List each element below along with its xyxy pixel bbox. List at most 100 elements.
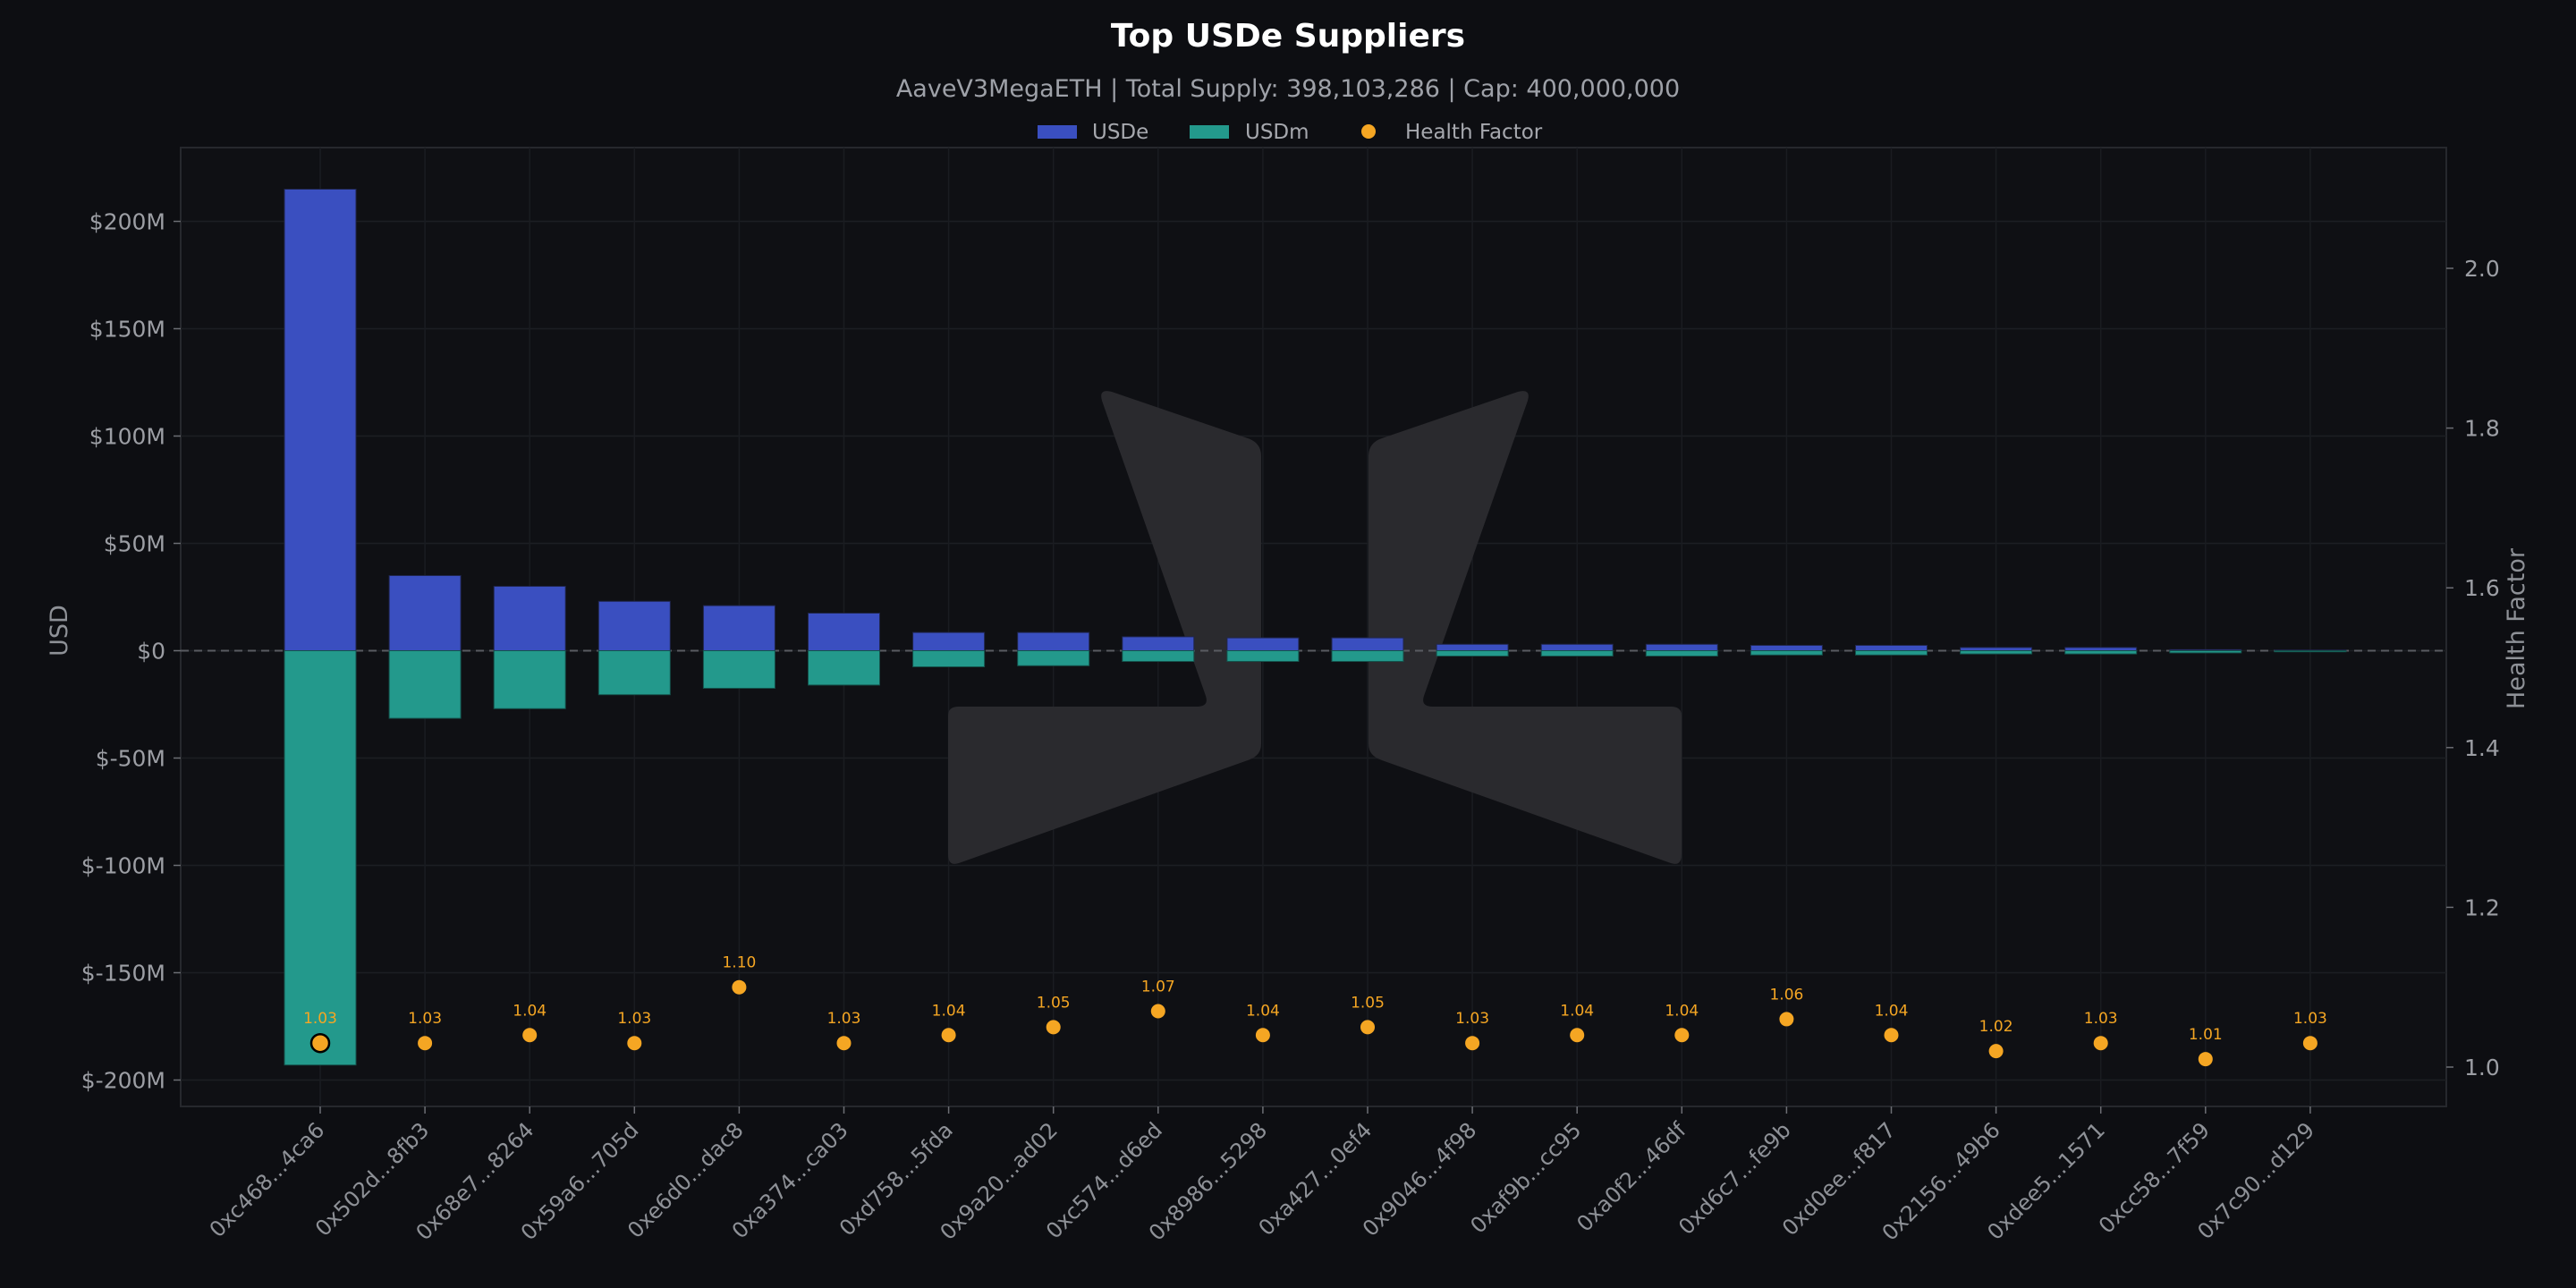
y2-tick-label: 1.8 xyxy=(2464,416,2500,442)
bars-layer xyxy=(284,189,2347,1066)
bar-usdm xyxy=(2274,650,2347,653)
health-factor-label: 1.03 xyxy=(2293,1010,2327,1028)
health-factor-label: 1.06 xyxy=(1769,986,1803,1004)
y2-tick-label: 1.2 xyxy=(2464,894,2500,920)
watermark-left-wing xyxy=(948,391,1261,864)
health-factor-point xyxy=(1988,1044,2004,1059)
bar-usdm xyxy=(284,650,357,1066)
legend: USDe USDm Health Factor xyxy=(1038,121,1543,144)
y2-tick-label: 2.0 xyxy=(2464,256,2500,282)
y-tick-label: $-150M xyxy=(81,961,165,987)
bar-usdm xyxy=(1540,650,1614,657)
health-factor-point xyxy=(732,979,747,995)
y-tick-label: $0 xyxy=(137,639,165,665)
bar-usde xyxy=(1331,637,1404,651)
health-factor-label: 1.10 xyxy=(722,954,756,972)
bar-usde xyxy=(1226,637,1300,651)
health-factor-label: 1.03 xyxy=(2084,1010,2118,1028)
y2-tick-label: 1.6 xyxy=(2464,575,2500,601)
bar-usde xyxy=(1645,643,1718,651)
health-factor-layer: 1.03 1.03 1.04 1.03 1.10 1.03 1.04 1.05 1.07 1.04… xyxy=(303,954,2327,1067)
bar-usdm xyxy=(1436,650,1509,657)
health-factor-point xyxy=(1360,1020,1375,1035)
bar-usdm xyxy=(912,650,986,667)
y-axis-label: USD xyxy=(46,605,73,657)
bar-usde xyxy=(702,605,775,651)
y-axis-ticks: $200M $150M $100M $50M $0 $-50M $-100M $-150M $-… xyxy=(81,209,181,1094)
health-factor-label: 1.04 xyxy=(1875,1002,1909,1020)
health-factor-point xyxy=(836,1036,852,1051)
health-factor-label: 1.04 xyxy=(932,1002,966,1020)
health-factor-point xyxy=(522,1028,538,1043)
bar-usde xyxy=(808,613,880,651)
y-tick-label: $50M xyxy=(104,531,165,557)
health-factor-label: 1.04 xyxy=(1665,1002,1699,1020)
health-factor-label: 1.04 xyxy=(1560,1002,1594,1020)
health-factor-label: 1.05 xyxy=(1037,994,1071,1012)
health-factor-point xyxy=(1465,1036,1480,1051)
y-tick-label: $-200M xyxy=(81,1068,165,1094)
health-factor-point xyxy=(2302,1036,2318,1051)
bar-usde xyxy=(1540,643,1614,651)
bar-usdm xyxy=(493,650,566,709)
bar-usde xyxy=(912,631,986,651)
bar-usde xyxy=(493,586,566,651)
health-factor-point xyxy=(2093,1036,2108,1051)
bar-usdm xyxy=(1017,650,1090,666)
health-factor-point xyxy=(1255,1028,1270,1043)
y-tick-label: $-100M xyxy=(81,853,165,879)
health-factor-point xyxy=(418,1036,433,1051)
y-tick-label: $150M xyxy=(89,317,165,343)
health-factor-point xyxy=(1779,1012,1794,1027)
health-factor-label: 1.03 xyxy=(303,1010,337,1028)
bar-usde xyxy=(597,600,671,651)
bar-usdm xyxy=(1750,650,1823,656)
legend-swatch-usdm xyxy=(1190,125,1229,139)
health-factor-label: 1.01 xyxy=(2189,1026,2223,1044)
legend-marker-health-factor xyxy=(1361,124,1376,139)
bar-usdm xyxy=(2169,650,2242,654)
health-factor-point xyxy=(627,1036,642,1051)
bar-usdm xyxy=(1331,650,1404,662)
legend-swatch-usde xyxy=(1038,125,1077,139)
bar-usdm xyxy=(702,650,775,689)
bar-usdm xyxy=(2064,650,2138,655)
bar-usdm xyxy=(388,650,462,719)
health-factor-point xyxy=(1150,1004,1165,1019)
health-factor-label: 1.07 xyxy=(1141,978,1175,996)
y-tick-label: $100M xyxy=(89,424,165,450)
health-factor-label: 1.03 xyxy=(408,1010,442,1028)
bar-usde xyxy=(1960,647,2033,652)
chart-title: Top USDe Suppliers xyxy=(1111,18,1465,55)
health-factor-label: 1.03 xyxy=(1455,1010,1489,1028)
health-factor-label: 1.02 xyxy=(1979,1018,2013,1036)
health-factor-label: 1.03 xyxy=(827,1010,861,1028)
health-factor-point xyxy=(1884,1028,1899,1043)
health-factor-point xyxy=(309,1032,331,1054)
y2-axis-ticks: 2.0 1.8 1.6 1.4 1.2 1.0 xyxy=(2446,256,2500,1080)
health-factor-label: 1.03 xyxy=(617,1010,651,1028)
bar-usdm xyxy=(1122,650,1195,662)
legend-label-usde: USDe xyxy=(1092,121,1148,144)
bar-usdm xyxy=(597,650,671,696)
y2-axis-label: Health Factor xyxy=(2503,547,2530,709)
chart-subtitle: AaveV3MegaETH | Total Supply: 398,103,28… xyxy=(896,75,1680,103)
bar-usde xyxy=(1855,645,1928,651)
bar-usde xyxy=(284,189,357,651)
health-factor-point xyxy=(941,1028,956,1043)
bar-usde xyxy=(2064,647,2138,652)
y-tick-label: $-50M xyxy=(96,746,165,772)
health-factor-point xyxy=(1570,1028,1585,1043)
bar-usdm xyxy=(1960,650,2033,655)
bar-usde xyxy=(1436,643,1509,651)
y2-tick-label: 1.4 xyxy=(2464,735,2500,761)
bar-usdm xyxy=(1855,650,1928,656)
bar-usdm xyxy=(1645,650,1718,657)
bar-usde xyxy=(1122,636,1195,652)
legend-label-usdm: USDm xyxy=(1245,121,1309,144)
y-tick-label: $200M xyxy=(89,209,165,235)
legend-label-health-factor: Health Factor xyxy=(1405,121,1543,144)
bar-usde xyxy=(388,575,462,651)
bar-usde xyxy=(1017,631,1090,651)
